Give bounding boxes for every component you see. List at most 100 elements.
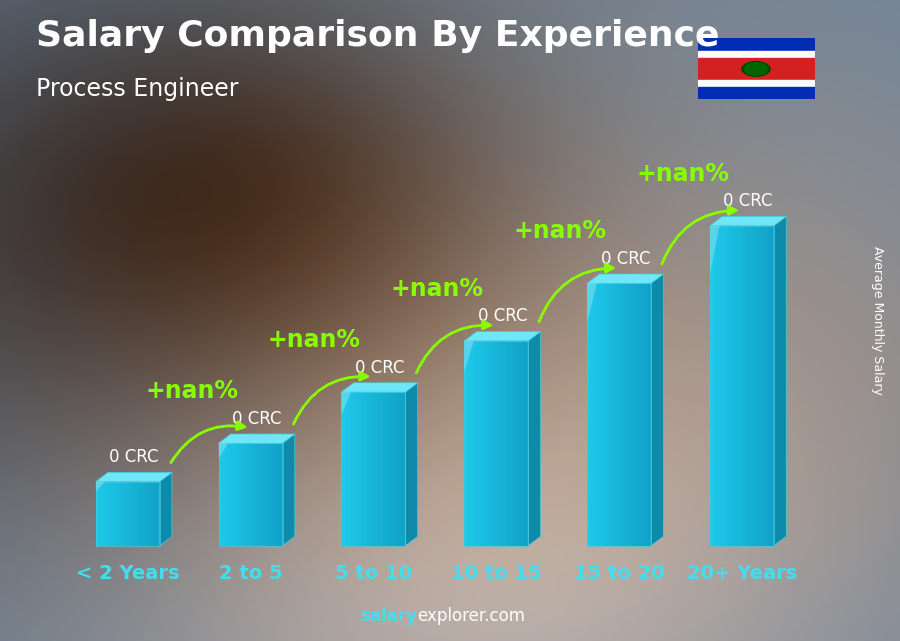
Polygon shape [276,443,279,545]
Polygon shape [735,226,739,545]
Polygon shape [483,341,487,545]
Polygon shape [726,226,729,545]
Text: 0 CRC: 0 CRC [355,359,404,377]
Polygon shape [774,217,787,545]
Polygon shape [493,341,496,545]
Text: 0 CRC: 0 CRC [600,250,650,268]
Polygon shape [522,341,525,545]
Text: 0 CRC: 0 CRC [478,308,527,326]
Polygon shape [600,283,603,545]
Polygon shape [231,443,235,545]
Text: +nan%: +nan% [636,162,730,186]
Polygon shape [390,392,392,545]
Polygon shape [109,481,112,545]
Polygon shape [229,443,231,545]
Polygon shape [341,383,418,392]
Polygon shape [351,392,355,545]
Polygon shape [118,481,122,545]
Polygon shape [745,226,749,545]
Text: < 2 Years: < 2 Years [76,564,179,583]
Polygon shape [464,331,541,341]
Polygon shape [638,283,642,545]
Polygon shape [374,392,376,545]
Polygon shape [392,392,396,545]
Polygon shape [279,443,283,545]
Polygon shape [241,443,244,545]
Circle shape [742,62,770,76]
Polygon shape [644,283,648,545]
Polygon shape [755,226,758,545]
Polygon shape [99,481,103,545]
Polygon shape [380,392,383,545]
Polygon shape [147,481,150,545]
Text: 0 CRC: 0 CRC [232,410,282,428]
Polygon shape [150,481,153,545]
Polygon shape [364,392,367,545]
Text: 5 to 10: 5 to 10 [335,564,412,583]
Polygon shape [95,481,105,491]
Polygon shape [396,392,399,545]
Polygon shape [768,226,770,545]
Polygon shape [257,443,260,545]
Polygon shape [260,443,264,545]
Polygon shape [405,383,418,545]
Polygon shape [270,443,273,545]
Polygon shape [761,226,764,545]
Bar [698,87,814,99]
Text: 2 to 5: 2 to 5 [219,564,283,583]
Polygon shape [733,226,735,545]
Text: explorer.com: explorer.com [417,607,525,625]
Polygon shape [587,283,590,545]
Text: 10 to 15: 10 to 15 [451,564,542,583]
Polygon shape [729,226,733,545]
Polygon shape [221,443,225,545]
Polygon shape [244,443,248,545]
Polygon shape [764,226,768,545]
Polygon shape [587,283,597,322]
Bar [698,58,814,80]
Polygon shape [714,226,716,545]
Polygon shape [105,481,109,545]
Polygon shape [619,283,622,545]
Polygon shape [140,481,144,545]
Polygon shape [467,341,471,545]
Polygon shape [402,392,405,545]
Polygon shape [115,481,118,545]
Polygon shape [238,443,241,545]
Polygon shape [642,283,644,545]
Polygon shape [597,283,600,545]
Polygon shape [752,226,755,545]
Polygon shape [720,226,723,545]
Polygon shape [622,283,626,545]
Polygon shape [95,481,99,545]
Polygon shape [616,283,619,545]
Polygon shape [590,283,594,545]
Polygon shape [481,341,483,545]
Polygon shape [626,283,629,545]
Polygon shape [112,481,115,545]
Polygon shape [138,481,140,545]
Polygon shape [496,341,500,545]
Polygon shape [500,341,503,545]
Polygon shape [742,226,745,545]
Text: 0 CRC: 0 CRC [724,192,773,210]
Text: Process Engineer: Process Engineer [36,77,238,101]
Polygon shape [477,341,481,545]
Polygon shape [749,226,752,545]
Bar [698,38,814,51]
Polygon shape [283,434,295,545]
Polygon shape [341,392,351,415]
Polygon shape [710,226,714,545]
Polygon shape [153,481,157,545]
Polygon shape [399,392,402,545]
Polygon shape [376,392,380,545]
Polygon shape [474,341,477,545]
Polygon shape [739,226,742,545]
Polygon shape [219,443,229,458]
Polygon shape [266,443,270,545]
Text: +nan%: +nan% [391,277,484,301]
Polygon shape [144,481,147,545]
Polygon shape [95,472,172,481]
Polygon shape [357,392,361,545]
Polygon shape [383,392,386,545]
